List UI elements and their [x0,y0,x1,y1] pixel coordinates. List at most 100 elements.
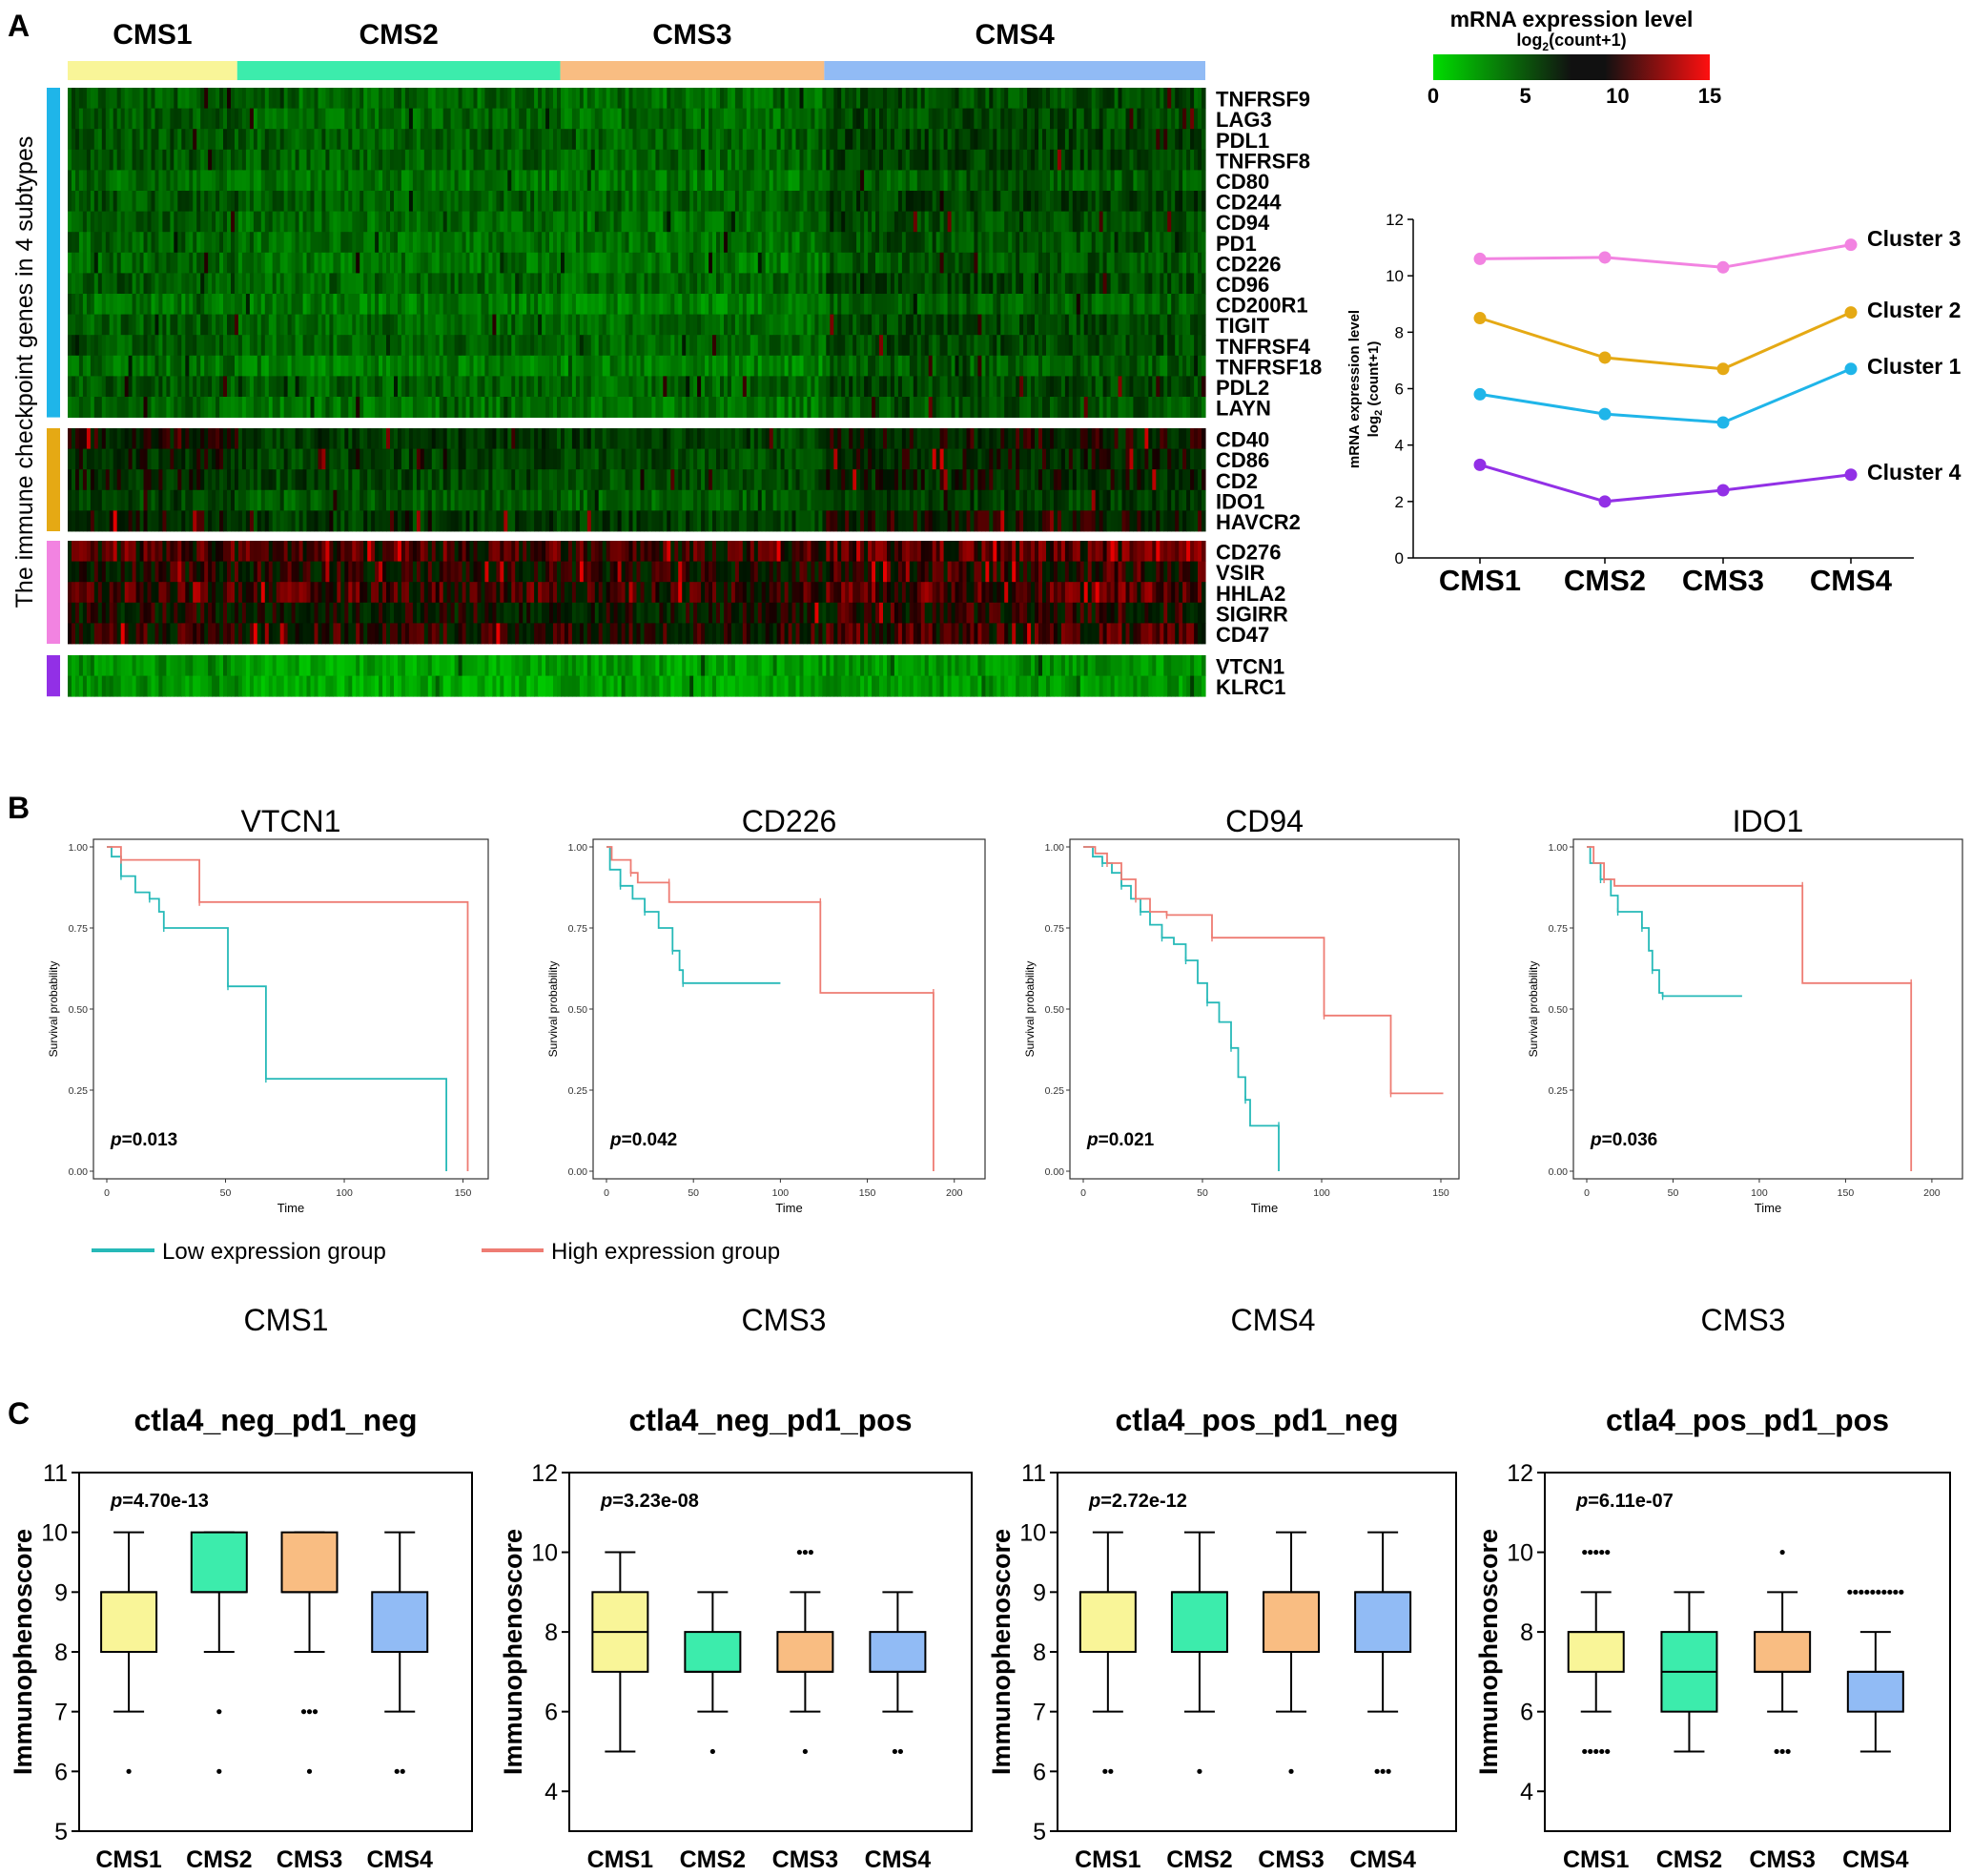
heatmap-cell [237,170,243,192]
heatmap-cell [856,232,861,254]
heatmap-cell [245,211,251,233]
heatmap-cell [359,314,364,336]
heatmap-cell [75,294,80,315]
heatmap-cell [314,397,319,418]
heatmap-cell [481,108,486,130]
heatmap-cell [1012,108,1017,130]
heatmap-cell [1057,170,1062,192]
heatmap-cell [538,376,543,398]
heatmap-cell [390,129,395,151]
heatmap-cell [985,273,990,295]
heatmap-cell [189,314,194,336]
heatmap-cell [689,397,694,418]
heatmap-cell [344,129,349,151]
heatmap-cell [158,211,163,233]
heatmap-cell [511,149,516,171]
heatmap-cell [625,428,630,449]
heatmap-cell [272,232,277,254]
heatmap-cell [916,88,922,109]
heatmap-cell [613,428,619,449]
heatmap-cell [609,108,615,130]
heatmap-cell [734,335,740,357]
heatmap-cell [404,252,410,274]
heatmap-cell [875,211,880,233]
heatmap-cell [340,376,345,398]
heatmap-cell [542,314,546,336]
heatmap-cell [864,170,869,192]
heatmap-cell [1031,129,1036,151]
heatmap-cell [705,294,709,315]
heatmap-cell [784,335,790,357]
heatmap-cell [109,252,114,274]
heatmap-cell [1031,376,1036,398]
heatmap-cell [75,232,80,254]
heatmap-cell [598,273,604,295]
heatmap-cell [193,355,197,377]
heatmap-cell [1114,170,1120,192]
heatmap-cell [890,355,895,377]
heatmap-cell [583,211,588,233]
heatmap-cell [883,232,888,254]
heatmap-cell [143,191,149,212]
heatmap-cell [401,376,406,398]
heatmap-cell [765,170,770,192]
heatmap-cell [746,376,751,398]
heatmap-cell [757,252,763,274]
heatmap-cell [1186,335,1191,357]
heatmap-cell [883,314,888,336]
heatmap-cell [101,376,107,398]
heatmap-cell [989,211,994,233]
heatmap-cell [200,294,205,315]
heatmap-cell [746,355,751,377]
heatmap-cell [598,252,604,274]
heatmap-cell [542,232,546,254]
heatmap-cell [295,428,300,449]
heatmap-cell [128,397,134,418]
heatmap-cell [724,397,729,418]
heatmap-cell [158,376,163,398]
heatmap-cell [955,129,960,151]
heatmap-cell [340,170,345,192]
heatmap-cell [120,149,126,171]
heatmap-cell [1129,376,1135,398]
heatmap-cell [454,149,460,171]
heatmap-cell [557,129,562,151]
heatmap-cell [348,335,353,357]
heatmap-cell [772,88,778,109]
heatmap-cell [883,149,888,171]
heatmap-cell [826,376,831,398]
heatmap-cell [181,397,186,418]
heatmap-cell [310,170,316,192]
heatmap-cell [757,355,763,377]
heatmap-cell [245,273,251,295]
heatmap-cell [147,191,153,212]
heatmap-cell [147,376,153,398]
heatmap-cell [1179,88,1183,109]
heatmap-cell [746,252,751,274]
heatmap-cell [170,273,175,295]
heatmap-cell [1106,355,1112,377]
heatmap-cell [1167,108,1172,130]
heatmap-cell [864,129,869,151]
heatmap-cell [1087,129,1093,151]
heatmap-cell [916,191,922,212]
heatmap-cell [849,273,853,295]
heatmap-cell [1186,355,1191,377]
heatmap-cell [1175,376,1180,398]
heatmap-cell [348,88,353,109]
heatmap-cell [651,170,656,192]
heatmap-cell [909,252,914,274]
heatmap-cell [1175,170,1180,192]
heatmap-cell [894,149,899,171]
heatmap-cell [1076,252,1081,274]
heatmap-cell [561,376,565,398]
heatmap-cell [367,88,372,109]
heatmap-cell [860,232,865,254]
heatmap-cell [1144,129,1149,151]
heatmap-cell [245,88,251,109]
heatmap-cell [503,355,508,377]
heatmap-cell [363,294,368,315]
heatmap-cell [412,191,418,212]
heatmap-cell [310,232,316,254]
heatmap-cell [408,149,414,171]
